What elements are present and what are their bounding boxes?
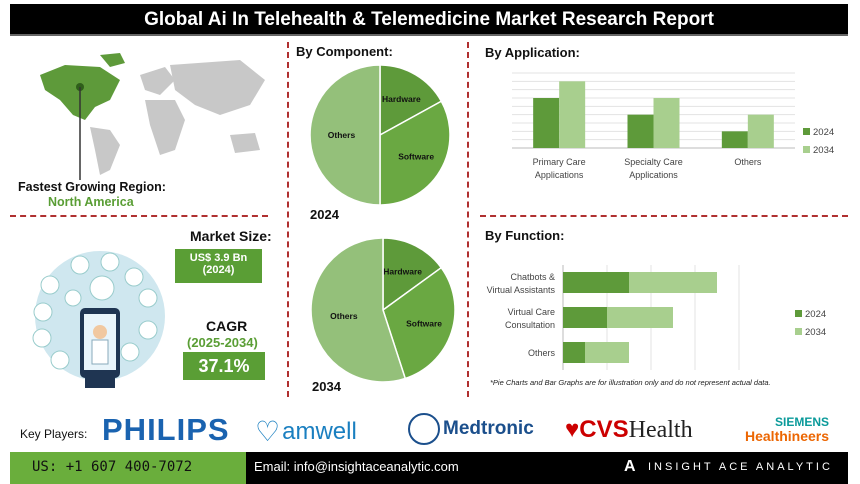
divider bbox=[480, 215, 848, 217]
category-label: Specialty Care bbox=[624, 157, 683, 167]
bar-2024 bbox=[563, 272, 629, 293]
pie-chart-2024: Hardware Software Others bbox=[309, 64, 451, 206]
siemens-healthineers-logo: SIEMENS Healthineers bbox=[745, 415, 830, 444]
divider bbox=[467, 42, 469, 397]
component-title: By Component: bbox=[296, 44, 393, 59]
category-label: Others bbox=[528, 348, 556, 358]
market-size-year: (2024) bbox=[202, 264, 235, 276]
legend-label: 2024 bbox=[813, 127, 834, 138]
category-label: Virtual Care bbox=[508, 307, 555, 317]
pie-slice-hardware bbox=[382, 237, 443, 312]
pie-label: Others bbox=[330, 311, 358, 321]
legend-label: 2034 bbox=[813, 145, 834, 156]
legend-label: 2034 bbox=[805, 327, 826, 338]
application-bar-chart: Primary Care Applications Specialty Care Ap… bbox=[512, 72, 834, 180]
bar-2024 bbox=[721, 131, 748, 148]
disclaimer-note: *Pie Charts and Bar Graphs are for illus… bbox=[490, 378, 771, 387]
pie-slice-others bbox=[309, 64, 381, 206]
phone-number[interactable]: US: +1 607 400-7072 bbox=[10, 452, 246, 484]
region-value: North America bbox=[48, 195, 134, 209]
application-title: By Application: bbox=[485, 45, 580, 60]
legend-swatch bbox=[803, 146, 810, 153]
email-address[interactable]: Email: info@insightaceanalytic.com bbox=[254, 459, 459, 474]
philips-logo: PHILIPS bbox=[102, 412, 230, 447]
function-title: By Function: bbox=[485, 228, 565, 243]
pie-label: Hardware bbox=[383, 267, 422, 277]
pie-slice-hardware bbox=[379, 64, 443, 137]
bar-2034 bbox=[607, 307, 673, 328]
divider bbox=[10, 215, 268, 217]
bar-2024 bbox=[533, 98, 560, 148]
bar-2034 bbox=[585, 342, 629, 363]
bar-2024 bbox=[563, 342, 585, 363]
world-map-icon bbox=[40, 53, 265, 180]
function-bar-chart: Chatbots & Virtual Assistants Virtual Care… bbox=[487, 265, 826, 370]
legend-swatch bbox=[795, 310, 802, 317]
cagr-value: 37.1% bbox=[183, 352, 265, 380]
legend-swatch bbox=[795, 328, 802, 335]
category-label: Others bbox=[734, 157, 762, 167]
bar-2034 bbox=[629, 272, 717, 293]
pie-chart-2034: Hardware Software Others bbox=[310, 237, 456, 383]
medtronic-emblem-icon bbox=[408, 413, 440, 445]
divider bbox=[287, 42, 289, 397]
category-label: Virtual Assistants bbox=[487, 285, 556, 295]
bar-2034 bbox=[747, 114, 774, 148]
category-label: Primary Care bbox=[533, 157, 586, 167]
pie-slice-others bbox=[310, 237, 407, 383]
market-size-box: US$ 3.9 Bn (2024) bbox=[175, 249, 262, 283]
cagr-label: CAGR bbox=[206, 318, 248, 334]
footer-bar: Email: info@insightaceanalytic.com A INS… bbox=[246, 452, 848, 484]
legend-swatch bbox=[803, 128, 810, 135]
pie-label: Others bbox=[328, 130, 356, 140]
bar-2034 bbox=[559, 81, 586, 148]
cagr-period: (2025-2034) bbox=[187, 335, 258, 350]
amwell-logo: ♡ amwell bbox=[255, 416, 357, 447]
key-players-label: Key Players: bbox=[20, 427, 88, 441]
pie-slice-software bbox=[382, 266, 456, 380]
market-size-label: Market Size: bbox=[190, 228, 272, 244]
pie-year-2024: 2024 bbox=[310, 207, 339, 222]
bar-2034 bbox=[653, 98, 680, 148]
market-size-value: US$ 3.9 Bn bbox=[189, 252, 248, 264]
pie-label: Hardware bbox=[382, 94, 421, 104]
region-label: Fastest Growing Region: bbox=[18, 180, 166, 194]
brand-name: INSIGHT ACE ANALYTIC bbox=[648, 461, 833, 473]
bar-2024 bbox=[563, 307, 607, 328]
pie-slice-software bbox=[379, 100, 451, 206]
heart-icon: ♥ bbox=[565, 416, 580, 443]
pie-label: Software bbox=[398, 151, 434, 161]
legend-label: 2024 bbox=[805, 309, 826, 320]
category-label: Applications bbox=[629, 170, 678, 180]
pie-label: Software bbox=[406, 318, 442, 328]
category-label: Chatbots & bbox=[510, 272, 555, 282]
category-label: Applications bbox=[535, 170, 584, 180]
report-title: Global Ai In Telehealth & Telemedicine M… bbox=[10, 4, 848, 36]
medtronic-logo: Medtronic bbox=[408, 413, 534, 445]
telehealth-illustration bbox=[32, 251, 165, 388]
insightace-logo-icon: A bbox=[624, 458, 636, 475]
category-label: Consultation bbox=[505, 320, 555, 330]
pie-year-2034: 2034 bbox=[312, 379, 341, 394]
heart-check-icon: ♡ bbox=[255, 416, 281, 447]
bar-2024 bbox=[627, 114, 654, 148]
cvs-health-logo: ♥ CVS Health bbox=[565, 416, 693, 443]
